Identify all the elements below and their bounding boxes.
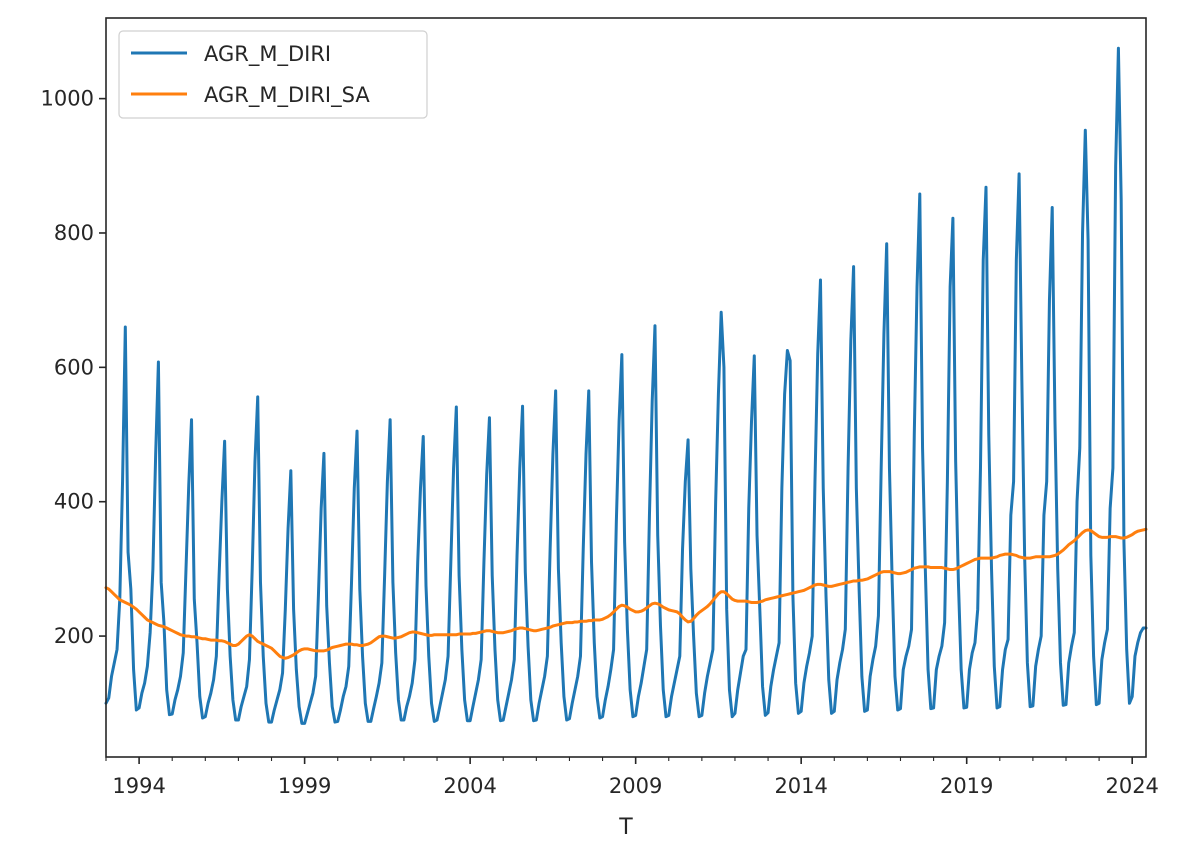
plot-frame bbox=[105, 17, 1147, 758]
series-line-agr-m-diri bbox=[104, 46, 1148, 725]
y-tick-label: 800 bbox=[54, 221, 94, 245]
x-axis: 1994 1999 2004 2009 2014 2019 2024 bbox=[105, 757, 1159, 798]
x-tick-label: 2009 bbox=[609, 774, 662, 798]
y-axis: 200 400 600 800 1000 bbox=[41, 87, 106, 648]
y-tick-label: 400 bbox=[54, 490, 94, 514]
y-tick-label: 1000 bbox=[41, 87, 94, 111]
plot-background bbox=[106, 18, 1146, 757]
x-tick-label: 2014 bbox=[774, 774, 827, 798]
y-tick-label: 200 bbox=[54, 624, 94, 648]
series-line-agr-m-diri-sa bbox=[104, 527, 1148, 660]
x-axis-label: T bbox=[618, 815, 633, 840]
series-layer bbox=[104, 46, 1148, 725]
legend-label-agr-m-diri: AGR_M_DIRI bbox=[204, 42, 331, 67]
legend: AGR_M_DIRI AGR_M_DIRI_SA bbox=[118, 30, 428, 119]
legend-label-agr-m-diri-sa: AGR_M_DIRI_SA bbox=[204, 83, 370, 108]
y-tick-label: 600 bbox=[54, 355, 94, 379]
x-tick-label: 2024 bbox=[1105, 774, 1158, 798]
x-tick-label: 1999 bbox=[278, 774, 331, 798]
legend-box bbox=[118, 30, 428, 119]
x-tick-label: 2004 bbox=[443, 774, 496, 798]
x-tick-label: 1994 bbox=[112, 774, 165, 798]
x-tick-label: 2019 bbox=[940, 774, 993, 798]
